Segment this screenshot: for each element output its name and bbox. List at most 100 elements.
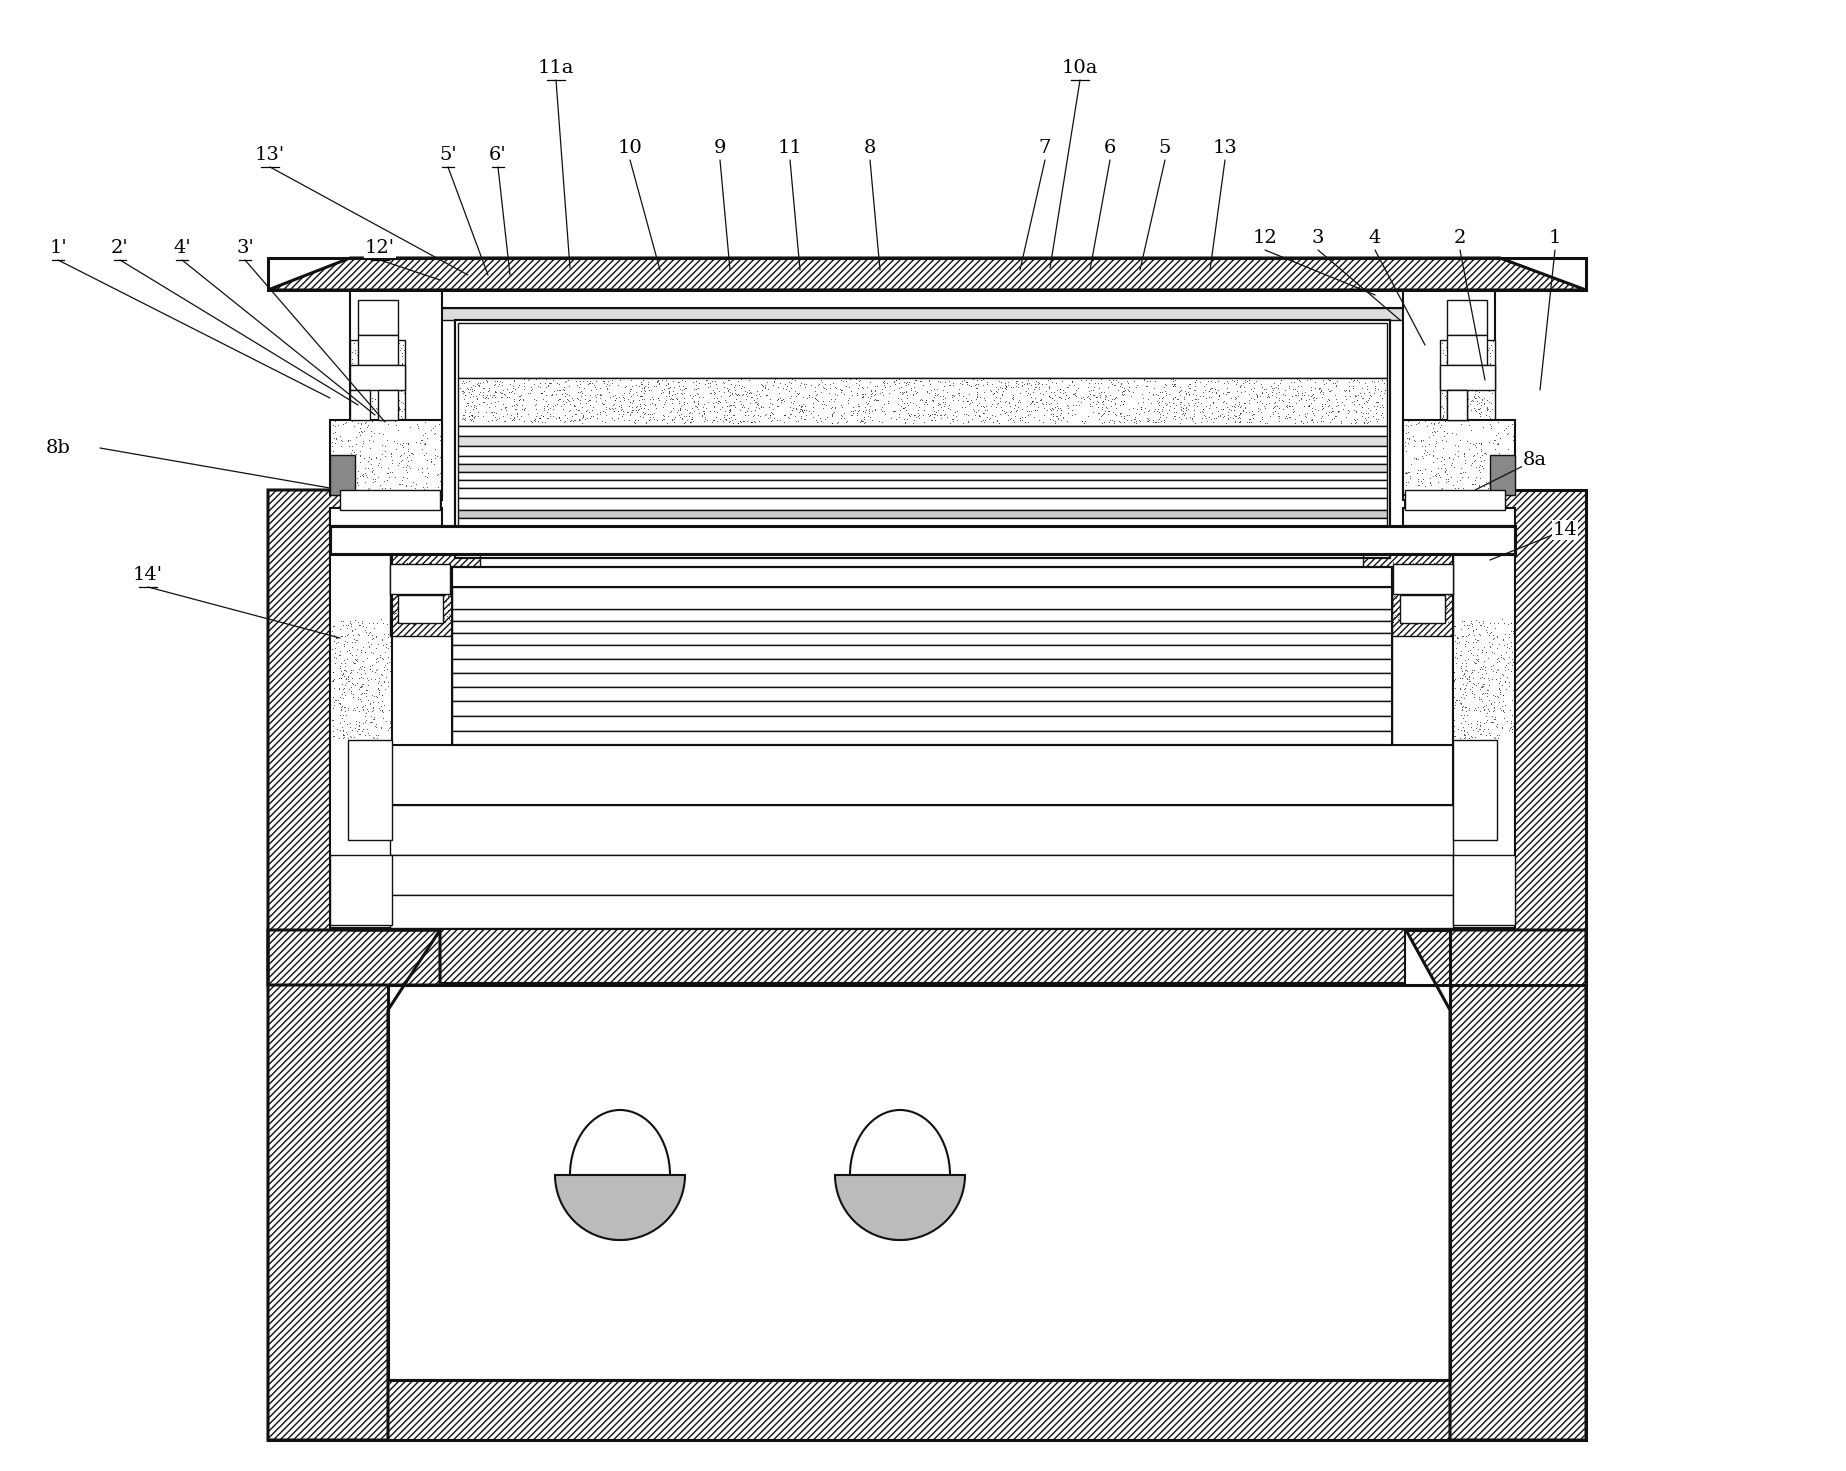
Bar xyxy=(1403,421,1516,496)
Text: 6': 6' xyxy=(489,146,508,163)
Bar xyxy=(458,427,1386,435)
Bar xyxy=(458,518,1386,530)
Bar xyxy=(390,894,1453,928)
Bar xyxy=(1440,340,1495,440)
Bar xyxy=(349,740,391,840)
Text: 9: 9 xyxy=(714,138,725,157)
Bar xyxy=(1362,555,1453,635)
Bar xyxy=(330,507,441,527)
Bar xyxy=(439,307,1405,321)
Bar xyxy=(390,555,480,635)
Bar xyxy=(330,855,391,925)
Text: 8a: 8a xyxy=(1523,452,1547,469)
Bar xyxy=(458,446,1386,456)
Bar xyxy=(390,744,1453,805)
Text: 1': 1' xyxy=(50,238,66,257)
Text: 10a: 10a xyxy=(1061,59,1098,76)
Bar xyxy=(358,335,399,365)
Bar xyxy=(458,463,1386,472)
Bar xyxy=(439,928,1405,983)
Polygon shape xyxy=(1407,490,1586,986)
Text: 11: 11 xyxy=(777,138,803,157)
Bar xyxy=(1447,390,1468,421)
Bar xyxy=(388,1380,1449,1440)
Text: 8b: 8b xyxy=(46,438,70,457)
Bar xyxy=(330,555,391,928)
Bar xyxy=(454,321,1390,558)
Bar xyxy=(1440,365,1495,390)
Polygon shape xyxy=(268,490,439,986)
Text: 3': 3' xyxy=(236,238,255,257)
Bar xyxy=(454,321,1390,558)
Bar xyxy=(1453,740,1497,840)
Text: 4': 4' xyxy=(174,238,190,257)
Text: 3: 3 xyxy=(1313,229,1324,247)
Text: 11a: 11a xyxy=(537,59,574,76)
Bar xyxy=(351,390,369,421)
Bar xyxy=(1394,563,1453,594)
Bar xyxy=(1453,555,1516,928)
Bar xyxy=(452,587,1392,605)
Bar xyxy=(399,594,443,624)
Bar xyxy=(330,455,354,496)
Bar xyxy=(388,1380,1449,1440)
Polygon shape xyxy=(268,257,1586,290)
Text: 8: 8 xyxy=(864,138,877,157)
Bar xyxy=(390,855,1453,894)
Bar xyxy=(452,716,1392,731)
Bar xyxy=(439,928,1405,983)
Bar xyxy=(439,290,1405,307)
Wedge shape xyxy=(834,1175,965,1240)
Bar xyxy=(351,290,441,500)
Bar xyxy=(330,527,1516,555)
Polygon shape xyxy=(1407,930,1586,1440)
Bar xyxy=(452,674,1392,687)
Bar xyxy=(458,456,1386,463)
Text: 5': 5' xyxy=(439,146,456,163)
Text: 14': 14' xyxy=(133,566,162,584)
Bar xyxy=(439,290,1405,560)
Polygon shape xyxy=(268,930,439,1440)
Text: 10: 10 xyxy=(618,138,642,157)
Bar xyxy=(452,566,1392,587)
Bar xyxy=(452,566,1392,744)
Bar xyxy=(1453,855,1516,925)
Bar xyxy=(452,644,1392,659)
Bar xyxy=(330,527,1516,555)
Text: 1: 1 xyxy=(1549,229,1562,247)
Text: 12: 12 xyxy=(1253,229,1277,247)
Bar xyxy=(351,340,404,440)
Text: 6: 6 xyxy=(1104,138,1117,157)
Text: 2': 2' xyxy=(111,238,129,257)
Bar xyxy=(1447,390,1468,421)
Text: 14: 14 xyxy=(1552,521,1576,538)
Bar xyxy=(390,555,480,635)
Ellipse shape xyxy=(849,1111,951,1240)
Text: 7: 7 xyxy=(1039,138,1050,157)
Bar xyxy=(1447,300,1488,335)
Bar xyxy=(1399,594,1445,624)
Bar xyxy=(268,930,1586,1440)
Text: 5: 5 xyxy=(1159,138,1170,157)
Text: 13: 13 xyxy=(1213,138,1237,157)
Bar xyxy=(452,587,1392,609)
Bar xyxy=(268,257,1586,290)
Text: 4: 4 xyxy=(1370,229,1381,247)
Bar xyxy=(458,499,1386,510)
Bar xyxy=(458,378,1386,427)
Bar xyxy=(378,390,399,421)
Bar xyxy=(1403,290,1495,500)
Bar xyxy=(388,986,1449,1380)
Text: 12': 12' xyxy=(366,238,395,257)
Bar xyxy=(458,488,1386,499)
Bar xyxy=(452,659,1392,674)
Bar xyxy=(452,621,1392,633)
Bar xyxy=(390,563,450,594)
Bar xyxy=(458,435,1386,446)
Wedge shape xyxy=(556,1175,685,1240)
Text: 2: 2 xyxy=(1455,229,1466,247)
Bar xyxy=(390,805,1453,855)
Bar xyxy=(458,472,1386,480)
Bar xyxy=(452,633,1392,644)
Bar xyxy=(1403,507,1516,527)
